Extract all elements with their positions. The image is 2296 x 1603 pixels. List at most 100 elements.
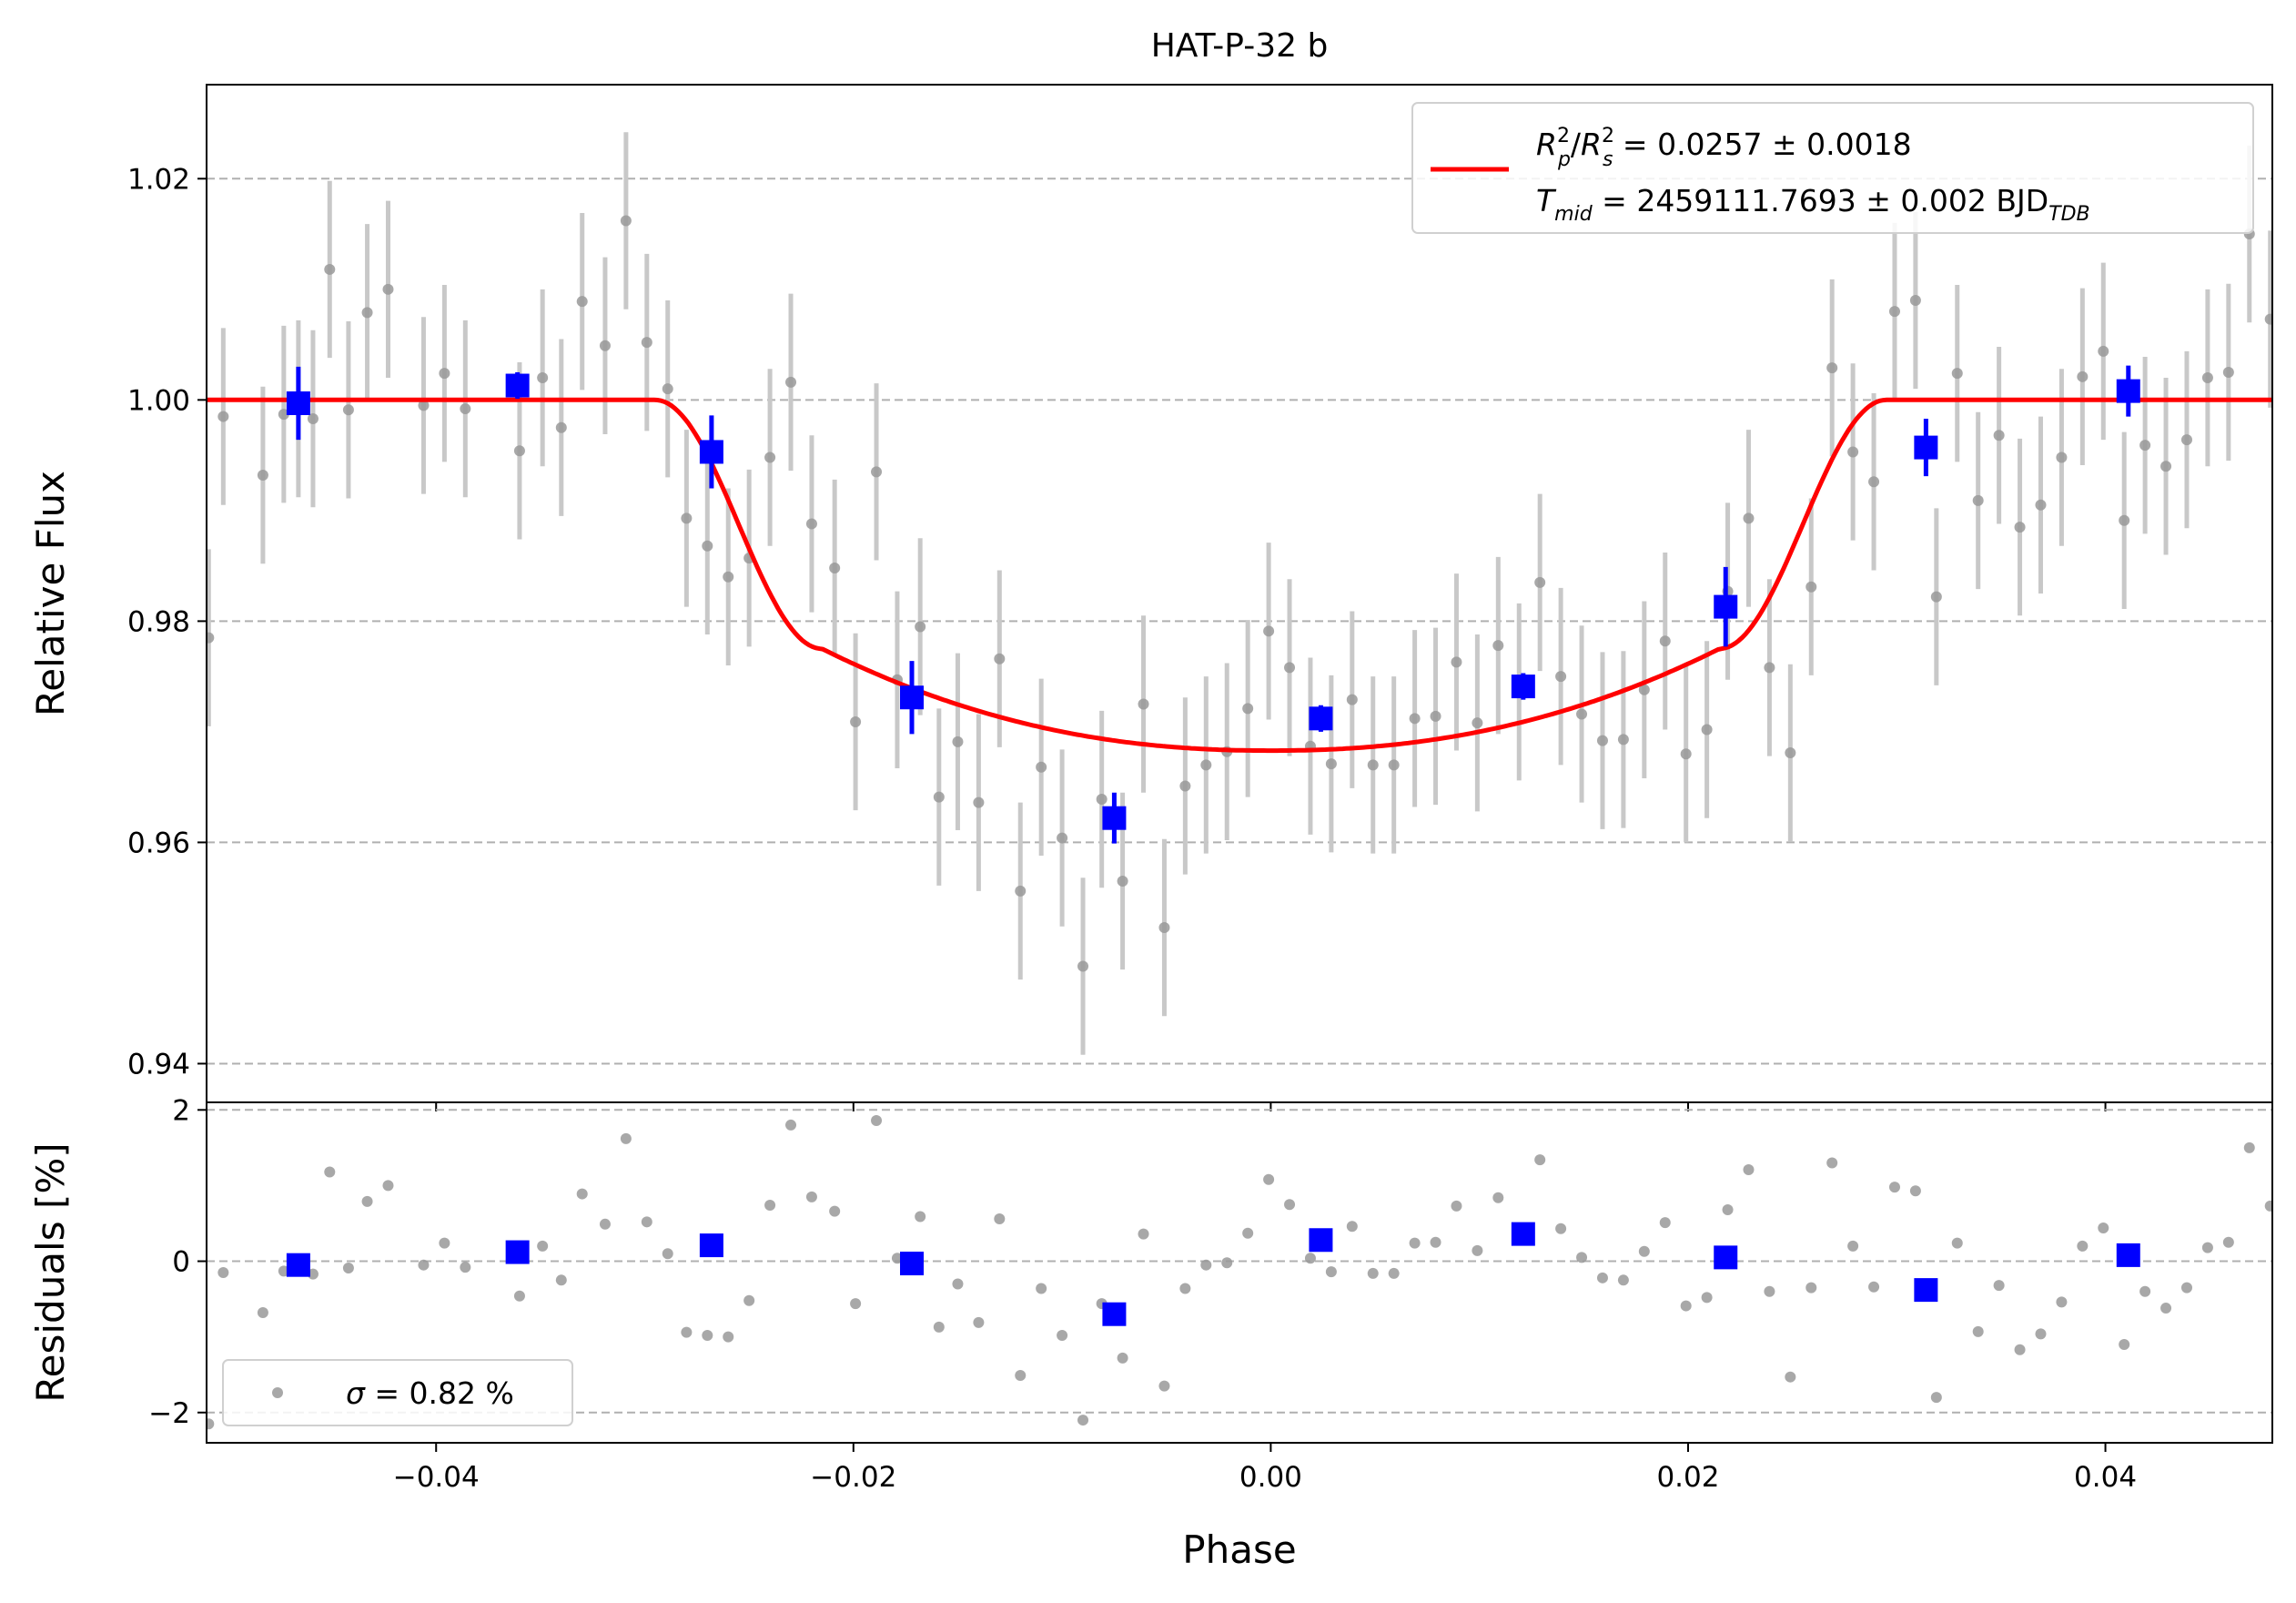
residual-point xyxy=(257,1307,268,1319)
residual-point xyxy=(1409,1237,1421,1249)
y-tick-label: −2 xyxy=(148,1397,190,1430)
residual-point xyxy=(1451,1200,1462,1212)
residual-point xyxy=(324,1166,336,1178)
y-tick-label: 1.00 xyxy=(127,384,190,417)
raw-point xyxy=(764,451,776,463)
residual-point xyxy=(513,1290,525,1302)
residual-point xyxy=(2035,1328,2047,1340)
residual-point xyxy=(702,1329,713,1341)
residual-point xyxy=(662,1248,673,1260)
raw-point xyxy=(1472,717,1483,729)
raw-point xyxy=(2056,451,2068,463)
residual-point xyxy=(805,1191,817,1202)
binned-point xyxy=(1714,594,1738,619)
residual-point xyxy=(1701,1292,1713,1304)
residuals-x-ticks: −0.04 −0.02 0.00 0.02 0.04 xyxy=(393,1443,2137,1494)
raw-point xyxy=(324,263,336,275)
residual-point xyxy=(2222,1236,2234,1248)
raw-point xyxy=(2139,440,2151,451)
light-curve-panel: 0.94 0.96 0.98 1.00 1.02 Relative Flux R2 p/R… xyxy=(28,84,2273,1111)
residual-point xyxy=(2243,1141,2255,1153)
residual-point xyxy=(1430,1236,1441,1248)
residual-point xyxy=(1263,1173,1275,1185)
raw-point xyxy=(2098,345,2109,357)
residual-point xyxy=(1888,1182,1900,1193)
residual-point xyxy=(973,1316,985,1328)
raw-point xyxy=(1117,875,1128,887)
residual-point xyxy=(1117,1352,1128,1364)
raw-point xyxy=(681,512,693,524)
raw-point xyxy=(785,376,797,388)
chart-title: HAT-P-32 b xyxy=(1151,27,1329,65)
residual-binned-point xyxy=(900,1252,925,1276)
raw-point xyxy=(439,368,450,380)
light-curve-gridlines xyxy=(207,178,2272,1065)
residual-point xyxy=(1367,1267,1379,1279)
raw-point xyxy=(1659,635,1671,647)
raw-point xyxy=(1388,759,1400,771)
residual-point xyxy=(723,1331,734,1343)
residual-binned-point xyxy=(2116,1243,2140,1267)
raw-point xyxy=(1909,294,1921,306)
binned-points xyxy=(286,365,2140,844)
raw-point xyxy=(723,571,734,583)
residual-point xyxy=(1284,1199,1296,1211)
legend-sigma-entry: σ = 0.82 % xyxy=(346,1375,514,1411)
raw-point xyxy=(1638,684,1650,695)
residual-point xyxy=(1576,1252,1588,1263)
raw-point xyxy=(1451,656,1462,668)
residual-binned-point xyxy=(1309,1228,1333,1253)
residual-point xyxy=(933,1321,945,1333)
raw-point xyxy=(599,340,611,351)
x-tick-label: 0.02 xyxy=(1656,1461,1719,1494)
binned-point xyxy=(505,373,530,398)
residual-point xyxy=(1868,1281,1880,1293)
raw-point xyxy=(257,469,268,481)
raw-point xyxy=(576,296,588,308)
raw-point xyxy=(1826,362,1838,374)
raw-point xyxy=(2160,461,2172,472)
raw-point xyxy=(871,466,883,478)
x-tick-label: 0.00 xyxy=(1239,1461,1302,1494)
residual-point xyxy=(2056,1296,2068,1308)
x-axis-label-phase: Phase xyxy=(1182,1527,1296,1572)
raw-point xyxy=(1951,368,1963,380)
residual-point xyxy=(2286,1237,2296,1248)
x-tick-label: −0.02 xyxy=(810,1461,896,1494)
residual-point xyxy=(1077,1415,1089,1426)
legend-sigma-marker xyxy=(272,1387,283,1398)
residual-point xyxy=(1909,1185,1921,1197)
raw-point xyxy=(1200,759,1212,771)
raw-point xyxy=(217,411,229,422)
raw-point xyxy=(307,412,319,424)
residual-binned-point xyxy=(286,1253,310,1277)
residuals-y-ticks: −2 0 2 xyxy=(148,1094,207,1430)
residual-point xyxy=(2077,1240,2089,1252)
raw-point xyxy=(1096,794,1108,806)
residual-point xyxy=(1743,1163,1755,1175)
raw-point xyxy=(382,283,394,295)
y-axis-label-residuals: Residuals [%] xyxy=(28,1142,73,1402)
raw-point xyxy=(805,518,817,530)
residual-point xyxy=(2264,1200,2272,1212)
residual-point xyxy=(307,1268,319,1280)
raw-point xyxy=(1409,713,1421,725)
residual-point xyxy=(1242,1227,1254,1239)
residual-binned-points xyxy=(286,1222,2140,1326)
raw-point xyxy=(1596,735,1608,746)
residual-point xyxy=(1346,1221,1358,1233)
residual-point xyxy=(1951,1237,1963,1249)
residual-binned-point xyxy=(1914,1278,1938,1303)
residual-point xyxy=(1325,1266,1337,1278)
raw-point xyxy=(829,563,841,574)
residual-point xyxy=(2014,1344,2026,1355)
raw-point xyxy=(278,409,289,421)
raw-point xyxy=(1057,832,1068,844)
raw-point xyxy=(1138,698,1149,710)
residual-point xyxy=(681,1326,693,1338)
legend-sigma: σ = 0.82 % xyxy=(222,1359,573,1426)
raw-point xyxy=(1325,758,1337,770)
raw-point xyxy=(1805,581,1817,593)
residual-point xyxy=(2201,1242,2213,1253)
residual-point xyxy=(871,1114,883,1126)
